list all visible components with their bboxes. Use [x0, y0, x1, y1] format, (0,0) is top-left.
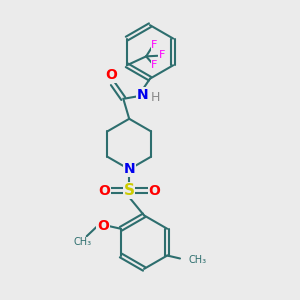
- Text: F: F: [151, 40, 158, 50]
- Text: O: O: [148, 184, 160, 198]
- Text: O: O: [105, 68, 117, 83]
- Text: O: O: [98, 184, 110, 198]
- Text: F: F: [158, 50, 165, 60]
- Text: H: H: [150, 91, 160, 104]
- Text: F: F: [151, 60, 158, 70]
- Text: CH₃: CH₃: [189, 255, 207, 265]
- Text: CH₃: CH₃: [73, 237, 91, 247]
- Text: S: S: [124, 183, 135, 198]
- Text: N: N: [137, 88, 148, 102]
- Text: N: N: [123, 162, 135, 176]
- Text: O: O: [97, 219, 109, 233]
